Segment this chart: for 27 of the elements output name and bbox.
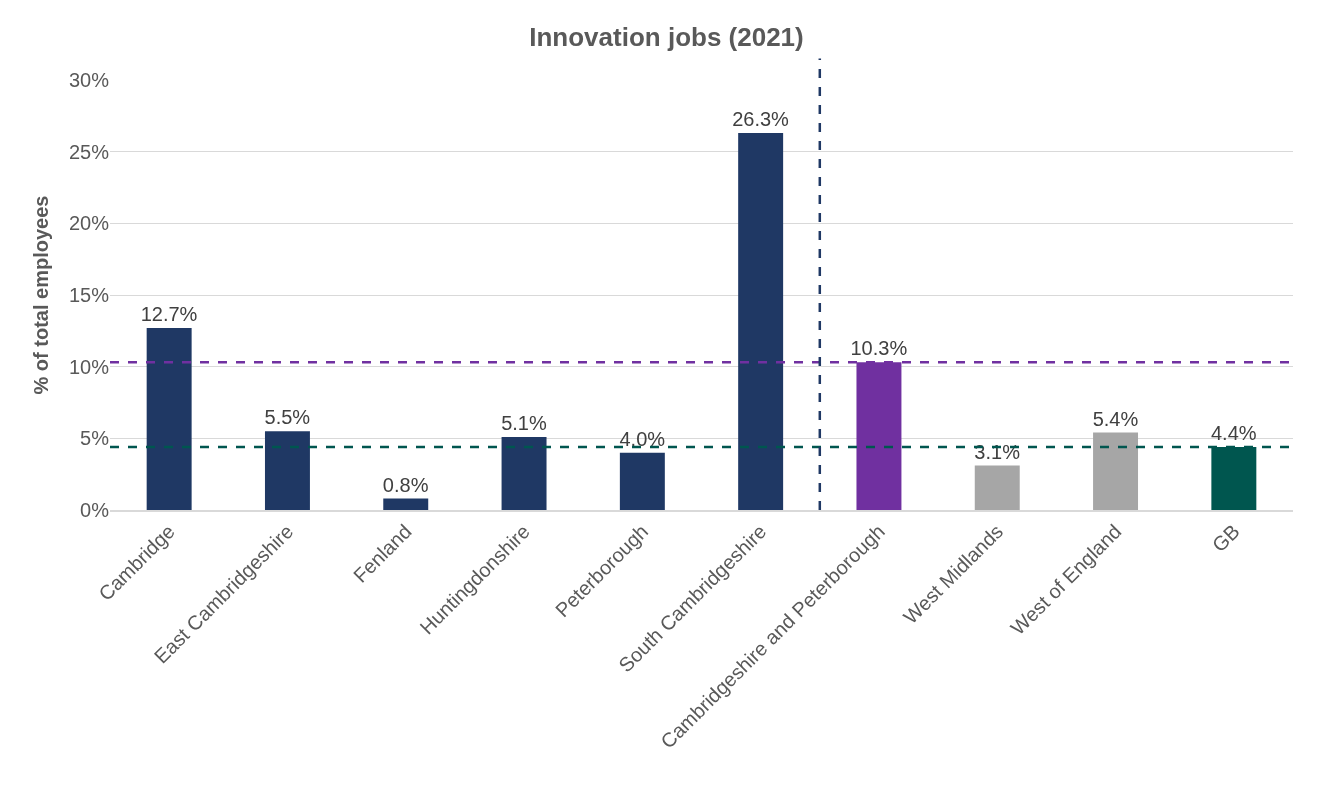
data-label: 5.1% xyxy=(501,411,547,434)
y-tick-label: 30% xyxy=(68,69,110,91)
y-tick-label: 5% xyxy=(80,427,110,450)
chart-title: Innovation jobs (2021) xyxy=(529,22,804,53)
data-label: 5.5% xyxy=(264,406,311,429)
x-tick-label: GB xyxy=(1207,520,1244,557)
data-label: 5.4% xyxy=(1092,407,1139,430)
data-label: 12.7% xyxy=(140,302,198,325)
y-tick-label: 15% xyxy=(68,284,110,306)
y-tick-label: 0% xyxy=(80,499,110,521)
data-label: 10.3% xyxy=(850,337,908,360)
data-label: 26.3% xyxy=(732,108,790,131)
bar xyxy=(738,133,784,510)
bar xyxy=(264,431,310,510)
data-label: 4.0% xyxy=(619,427,666,450)
bar xyxy=(1093,432,1139,510)
data-label: 0.8% xyxy=(382,473,429,496)
data-label: 4.4% xyxy=(1210,421,1257,444)
bar xyxy=(974,465,1020,510)
y-tick-label: 20% xyxy=(68,212,110,235)
bar xyxy=(383,498,429,510)
y-tick-label: 10% xyxy=(68,355,110,378)
bar xyxy=(501,436,547,510)
bar xyxy=(146,327,192,510)
y-axis-title: % of total employees xyxy=(30,195,53,395)
y-tick-label: 25% xyxy=(68,140,110,163)
bar xyxy=(619,452,665,510)
